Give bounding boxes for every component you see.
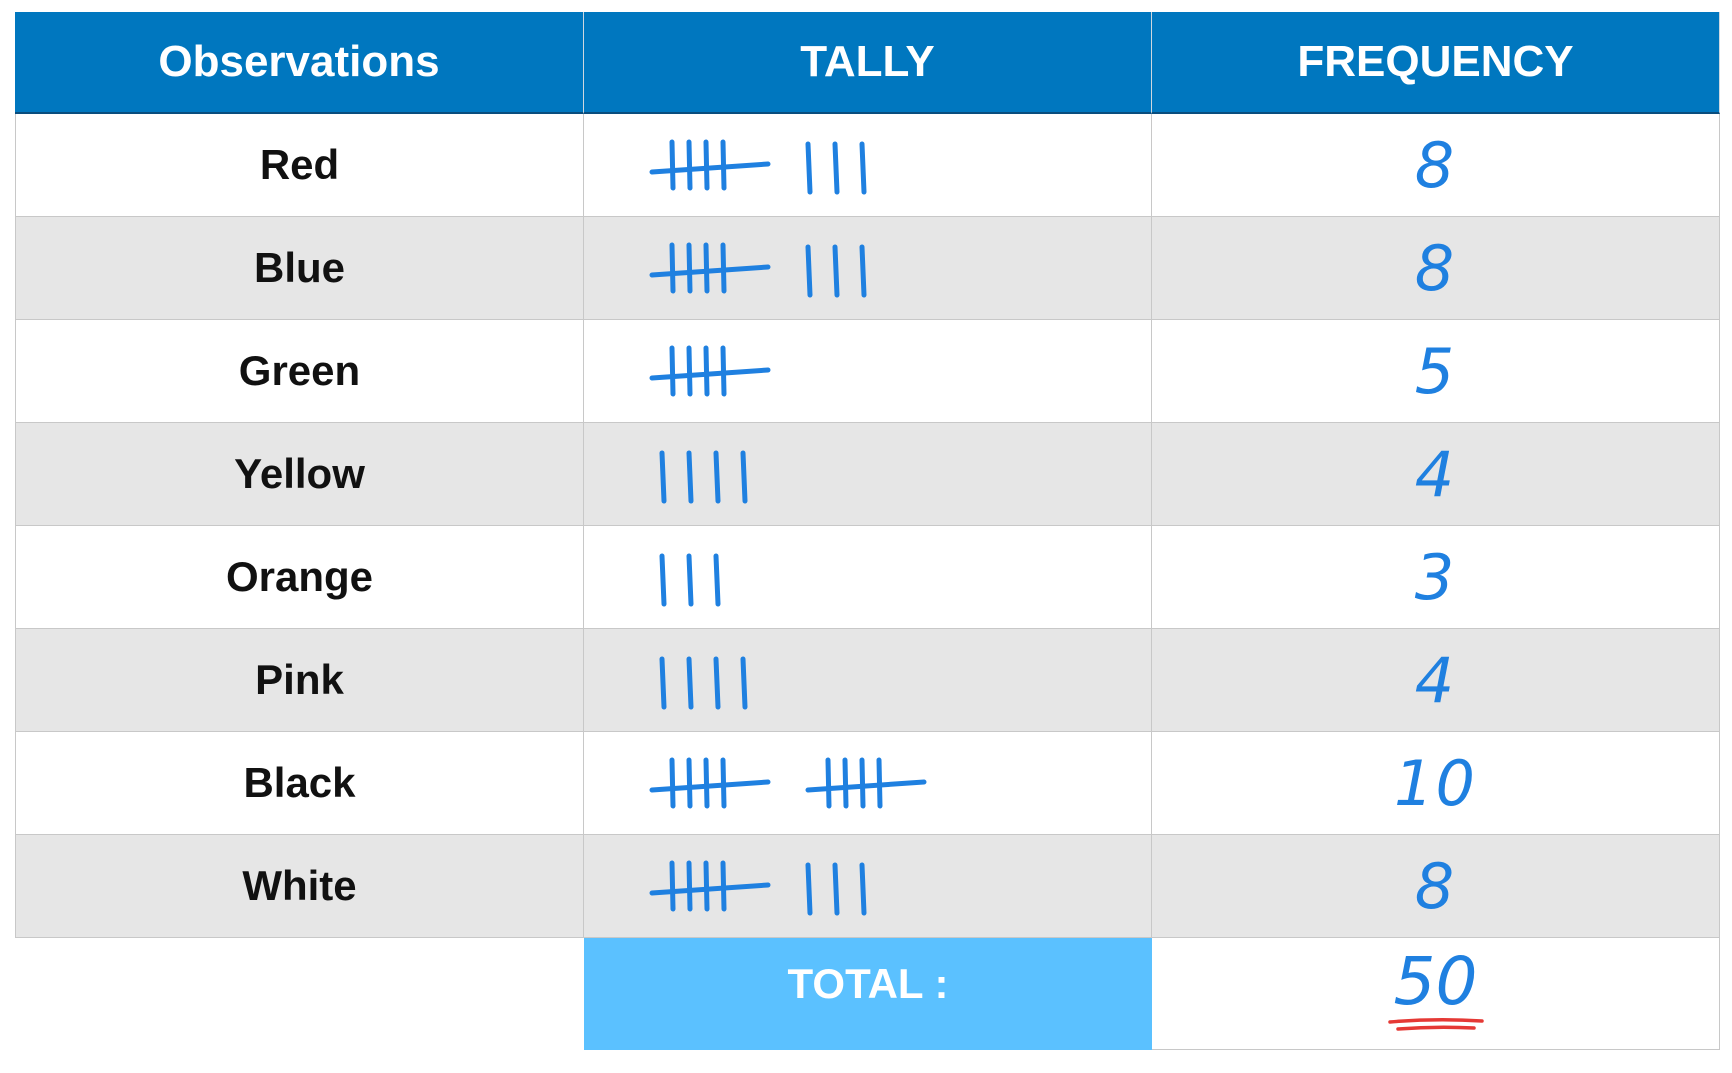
table-row: Orange 3 [15, 526, 1720, 629]
total-value-cell: 50 [1152, 938, 1720, 1050]
tally-stroke [713, 553, 721, 607]
total-row: TOTAL : 50 [15, 938, 1720, 1050]
header-observations: Observations [15, 12, 584, 114]
tally-stroke [659, 450, 667, 504]
tally-cell [584, 629, 1152, 732]
tally-stroke [832, 141, 840, 195]
tally-stroke [686, 656, 694, 710]
tally-stroke [805, 862, 813, 916]
tally-cross [649, 367, 771, 381]
observation-label: Yellow [15, 423, 584, 526]
tally-cross [649, 882, 771, 896]
tally-stroke [669, 139, 676, 191]
tally-stroke [686, 139, 693, 191]
tally-stroke [669, 860, 676, 912]
table-row: Blue 8 [15, 217, 1720, 320]
tally-stroke [686, 345, 693, 397]
tally-cell [584, 320, 1152, 423]
tally-marks [649, 345, 771, 397]
tally-stroke [740, 656, 748, 710]
observation-label: Orange [15, 526, 584, 629]
header-frequency: FREQUENCY [1152, 12, 1720, 114]
tally-marks [649, 860, 867, 916]
tally-cell [584, 526, 1152, 629]
tally-marks [659, 450, 748, 504]
table-row: Red 8 [15, 114, 1720, 217]
tally-cross [649, 161, 771, 175]
frequency-table: Observations TALLY FREQUENCY Red 8 Blue 8 Gr… [15, 12, 1720, 1050]
frequency-value: 8 [1152, 217, 1720, 320]
header-tally: TALLY [584, 12, 1152, 114]
tally-stroke [859, 244, 867, 298]
tally-stroke [859, 757, 866, 809]
tally-cell [584, 217, 1152, 320]
tally-cross [649, 779, 771, 793]
tally-stroke [686, 242, 693, 294]
tally-stroke [686, 450, 694, 504]
frequency-value: 8 [1152, 114, 1720, 217]
total-value: 50 [1393, 942, 1478, 1020]
observation-label: Green [15, 320, 584, 423]
tally-stroke [703, 345, 710, 397]
tally-marks [649, 242, 867, 298]
tally-stroke [669, 345, 676, 397]
table-body: Red 8 Blue 8 Green 5 Yellow 4 Orange 3 Pink 4 Black 1… [15, 114, 1720, 938]
tally-stroke [825, 757, 832, 809]
tally-stroke [686, 757, 693, 809]
total-label: TOTAL : [584, 938, 1152, 1050]
frequency-value: 4 [1152, 629, 1720, 732]
tally-stroke [805, 244, 813, 298]
tally-stroke [659, 656, 667, 710]
tally-stroke [842, 757, 849, 809]
tally-cross [649, 264, 771, 278]
frequency-value: 3 [1152, 526, 1720, 629]
tally-stroke [859, 862, 867, 916]
frequency-value: 5 [1152, 320, 1720, 423]
total-blank-cell [15, 938, 584, 1050]
tally-marks [649, 757, 927, 809]
table-row: Yellow 4 [15, 423, 1720, 526]
tally-stroke [703, 242, 710, 294]
tally-stroke [859, 141, 867, 195]
tally-stroke [703, 139, 710, 191]
tally-stroke [686, 553, 694, 607]
tally-stroke [832, 862, 840, 916]
tally-marks [659, 656, 748, 710]
tally-cell [584, 732, 1152, 835]
tally-stroke [686, 860, 693, 912]
tally-stroke [713, 450, 721, 504]
tally-stroke [713, 656, 721, 710]
tally-stroke [703, 757, 710, 809]
frequency-value: 8 [1152, 835, 1720, 938]
observation-label: Pink [15, 629, 584, 732]
tally-cell [584, 114, 1152, 217]
tally-stroke [669, 242, 676, 294]
tally-stroke [832, 244, 840, 298]
tally-stroke [703, 860, 710, 912]
observation-label: White [15, 835, 584, 938]
tally-cell [584, 423, 1152, 526]
table-row: White 8 [15, 835, 1720, 938]
table-row: Black 10 [15, 732, 1720, 835]
tally-stroke [805, 141, 813, 195]
tally-cell [584, 835, 1152, 938]
tally-stroke [669, 757, 676, 809]
table-row: Pink 4 [15, 629, 1720, 732]
tally-marks [649, 139, 867, 195]
table-header: Observations TALLY FREQUENCY [15, 12, 1720, 114]
total-underline [1387, 1017, 1484, 1031]
observation-label: Blue [15, 217, 584, 320]
frequency-value: 10 [1152, 732, 1720, 835]
observation-label: Black [15, 732, 584, 835]
observation-label: Red [15, 114, 584, 217]
table-row: Green 5 [15, 320, 1720, 423]
frequency-value: 4 [1152, 423, 1720, 526]
tally-stroke [659, 553, 667, 607]
tally-marks [659, 553, 721, 607]
tally-stroke [740, 450, 748, 504]
tally-cross [805, 779, 927, 793]
